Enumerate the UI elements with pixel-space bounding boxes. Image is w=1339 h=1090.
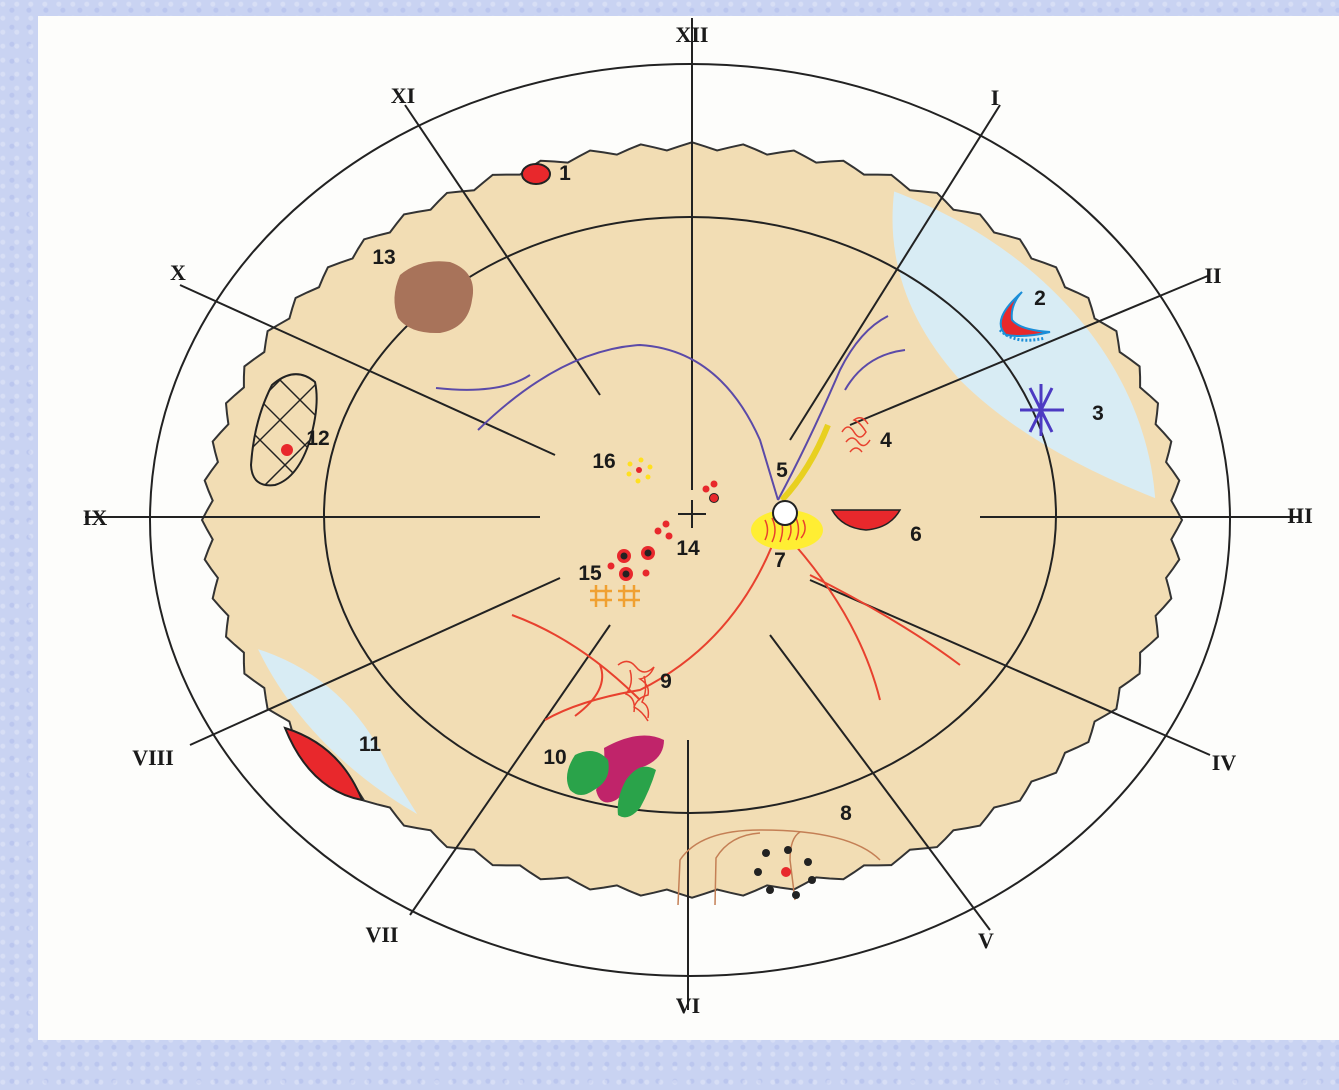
- lesion-label-16: 16: [592, 450, 615, 473]
- clock-label-x: X: [170, 260, 186, 285]
- lesion-label-3: 3: [1092, 402, 1104, 425]
- clock-label-iv: IV: [1212, 750, 1237, 775]
- clock-label-vi: VI: [676, 993, 700, 1018]
- lesion-4-neovascular-tuft: [841, 417, 871, 453]
- optic-disc-glow: [751, 510, 823, 550]
- lesion-15-exudates: [590, 585, 640, 607]
- lesion-label-2: 2: [1034, 287, 1046, 310]
- spoke-12: [404, 104, 601, 396]
- spoke-3: [849, 274, 1211, 426]
- lesion-label-4: 4: [880, 429, 892, 452]
- arteries: [511, 524, 961, 721]
- clock-label-iii: III: [1287, 503, 1313, 528]
- lesion-label-12: 12: [306, 427, 329, 450]
- lesion-label-13: 13: [372, 246, 395, 269]
- spoke-11: [179, 284, 556, 456]
- lesion-15-spots: [607, 546, 655, 581]
- lesion-13-pigment: [394, 261, 474, 334]
- lesion-14-microaneurysms: [654, 480, 719, 540]
- clock-label-i: I: [991, 85, 1000, 110]
- lesion-16-ring: [626, 457, 653, 484]
- clock-label-ix: IX: [83, 505, 108, 530]
- clock-label-viii: VIII: [132, 745, 174, 770]
- lesion-label-14: 14: [676, 537, 700, 560]
- spoke-2: [789, 104, 1001, 441]
- lesion-8-laser-scars: [677, 829, 881, 906]
- lesion-label-8: 8: [840, 802, 852, 825]
- lesion-label-11: 11: [359, 733, 382, 756]
- lesion-label-7: 7: [774, 549, 786, 572]
- yellow-vessel: [779, 423, 831, 503]
- lesion-label-15: 15: [578, 562, 602, 585]
- lesion-9-neovascular-tuft: [617, 660, 655, 722]
- clock-label-xi: XI: [391, 83, 415, 108]
- fovea-cross: [678, 500, 706, 528]
- lesion-3-star: [1020, 384, 1064, 436]
- clock-spokes: [85, 18, 1300, 1010]
- clock-label-vii: VII: [365, 922, 398, 947]
- lesion-11-hemorrhage: [283, 726, 364, 802]
- lesion-2-horseshoe-tear: [998, 291, 1051, 342]
- veins: [435, 315, 906, 501]
- optic-disc: [772, 500, 798, 526]
- lesion-label-9: 9: [660, 670, 672, 693]
- clock-label-v: V: [978, 928, 994, 953]
- clock-label-ii: II: [1204, 263, 1221, 288]
- spoke-8: [409, 624, 611, 916]
- clock-label-xii: XII: [675, 22, 708, 47]
- equator-ring: [323, 216, 1057, 814]
- spoke-6: [769, 634, 991, 931]
- spoke-9: [189, 577, 561, 746]
- lesion-6-hemorrhage: [830, 509, 902, 531]
- lesion-label-10: 10: [543, 746, 566, 769]
- lesion-label-6: 6: [910, 523, 922, 546]
- lesion-1-hemorrhage: [521, 163, 551, 185]
- spoke-5: [809, 579, 1211, 756]
- outer-ring: [149, 63, 1231, 977]
- lesion-10-neovascularization: [566, 735, 664, 818]
- lesion-label-5: 5: [776, 459, 788, 482]
- lesion-label-1: 1: [559, 162, 571, 185]
